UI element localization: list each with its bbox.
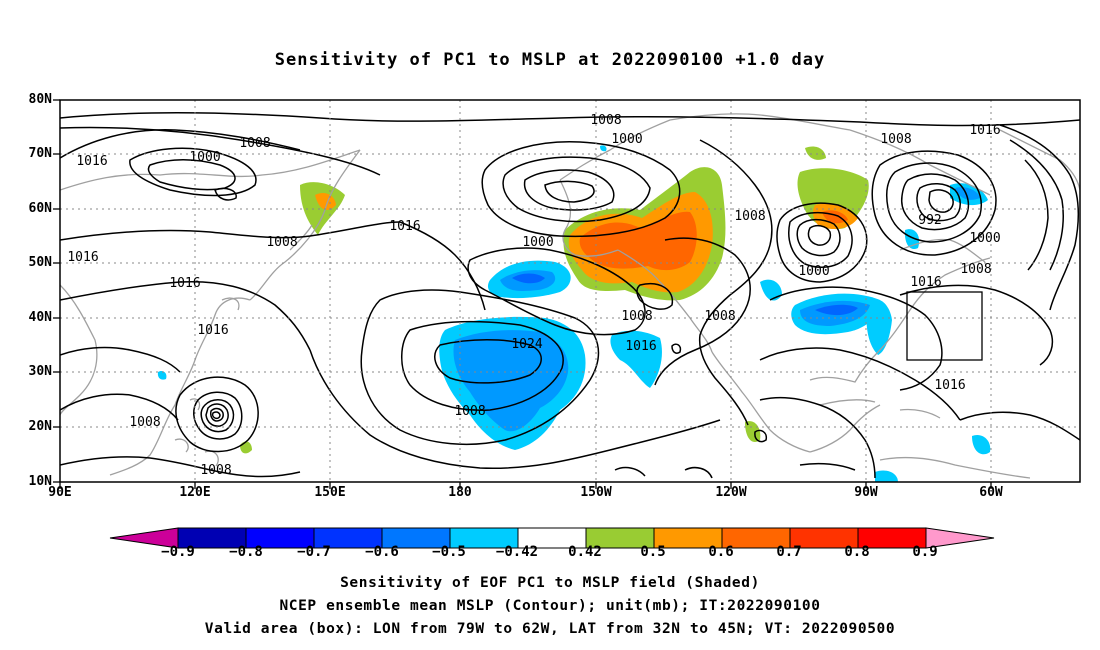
plot-title: Sensitivity of PC1 to MSLP at 2022090100… — [274, 50, 826, 70]
lat-label: 50N — [28, 255, 52, 270]
lon-label: 180 — [448, 485, 472, 500]
contour-label: 1000 — [522, 235, 553, 250]
contour-label: 1008 — [266, 235, 297, 250]
contour-label: 1016 — [910, 275, 941, 290]
graticule — [60, 100, 1080, 482]
colorbar-label: −0.8 — [229, 544, 263, 560]
contour-label: 1016 — [389, 219, 420, 234]
lat-label: 10N — [28, 474, 52, 489]
contour-label: 1008 — [704, 309, 735, 324]
lon-label: 60W — [979, 485, 1003, 500]
contour-label: 1016 — [934, 378, 965, 393]
contour-label: 1008 — [454, 404, 485, 419]
contour-label: 1008 — [239, 136, 270, 151]
contour-label: 1008 — [734, 209, 765, 224]
lon-label: 150W — [580, 485, 612, 500]
contour-label: 1024 — [511, 337, 542, 352]
contour-label: 1000 — [611, 132, 642, 147]
colorbar — [109, 527, 995, 549]
contour-label: 1000 — [798, 264, 829, 279]
colorbar-label: −0.42 — [495, 544, 539, 560]
lon-label: 90E — [48, 485, 72, 500]
colorbar-label: −0.6 — [365, 544, 399, 560]
contour-label: 1016 — [197, 323, 228, 338]
axis-ticks — [53, 99, 992, 489]
sensitivity-shading — [157, 145, 991, 482]
colorbar-label: −0.9 — [161, 544, 195, 560]
caption-line-3: Valid area (box): LON from 79W to 62W, L… — [204, 621, 896, 637]
contour-label: 1000 — [969, 231, 1000, 246]
colorbar-label: −0.5 — [432, 544, 466, 560]
contour-label: 1016 — [969, 123, 1000, 138]
contour-label: 1008 — [590, 113, 621, 128]
contour-label: 1000 — [189, 150, 220, 165]
contour-labels: 1008 1016 1000 1008 1000 1016 1008 1016 … — [67, 113, 1000, 478]
colorbar-label: 0.9 — [912, 544, 938, 560]
caption-line-1: Sensitivity of EOF PC1 to MSLP field (Sh… — [340, 575, 760, 591]
lat-label: 40N — [28, 310, 52, 325]
contour-label: 1008 — [621, 309, 652, 324]
contour-label: 1016 — [76, 154, 107, 169]
contour-label: 992 — [918, 213, 941, 228]
lat-label: 30N — [28, 364, 52, 379]
contour-label: 1016 — [67, 250, 98, 265]
lat-label: 70N — [28, 146, 52, 161]
lon-label: 120W — [715, 485, 747, 500]
lon-label: 90W — [854, 485, 878, 500]
colorbar-label: −0.7 — [297, 544, 331, 560]
contour-label: 1008 — [200, 463, 231, 478]
lat-label: 20N — [28, 419, 52, 434]
colorbar-label: 0.8 — [844, 544, 870, 560]
contour-label: 1008 — [960, 262, 991, 277]
mslp-contours — [60, 111, 1080, 479]
lon-label: 150E — [314, 485, 346, 500]
coastlines — [60, 113, 1080, 479]
contour-label: 1008 — [129, 415, 160, 430]
colorbar-label: 0.7 — [776, 544, 802, 560]
contour-label: 1016 — [625, 339, 656, 354]
contour-label: 1008 — [880, 132, 911, 147]
colorbar-label: 0.6 — [708, 544, 734, 560]
contour-label: 1016 — [169, 276, 200, 291]
lon-label: 120E — [179, 485, 211, 500]
valid-area-box — [906, 291, 983, 361]
colorbar-label: 0.5 — [640, 544, 666, 560]
lat-label: 80N — [28, 92, 52, 107]
colorbar-label: 0.42 — [568, 544, 602, 560]
lat-label: 60N — [28, 201, 52, 216]
colorbar-arrow-high — [925, 527, 995, 549]
map-frame — [59, 99, 1081, 483]
caption-line-2: NCEP ensemble mean MSLP (Contour); unit(… — [279, 598, 821, 614]
